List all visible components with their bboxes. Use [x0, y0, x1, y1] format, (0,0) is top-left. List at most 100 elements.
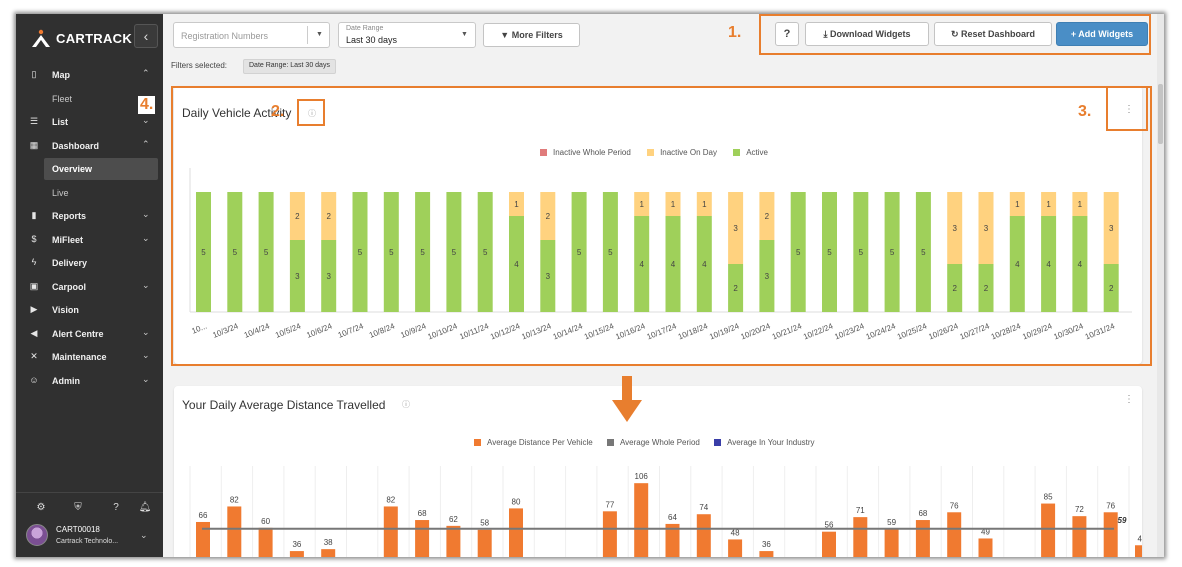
bar-segment-active[interactable]	[978, 264, 994, 312]
sidebar-subitem-fleet[interactable]: Fleet	[16, 88, 163, 110]
bar-segment-active[interactable]	[602, 192, 618, 312]
reset-dashboard-button[interactable]: ↻ Reset Dashboard	[934, 22, 1052, 46]
bar-average-distance[interactable]	[415, 520, 430, 557]
bar-average-distance[interactable]	[1135, 545, 1142, 557]
bar-average-distance[interactable]	[728, 539, 743, 557]
bar-average-distance[interactable]	[634, 483, 649, 557]
bar-segment-active[interactable]	[289, 240, 305, 312]
bar-average-distance[interactable]	[509, 508, 523, 557]
bar-segment-active[interactable]	[915, 192, 931, 312]
bar-average-distance[interactable]	[1103, 512, 1118, 557]
download-widgets-button[interactable]: ⤓ Download Widgets	[805, 22, 929, 46]
widget-menu-icon[interactable]: ⋮	[1124, 104, 1134, 115]
bar-average-distance[interactable]	[884, 528, 899, 557]
widget-menu-icon[interactable]: ⋮	[1124, 394, 1134, 405]
shield-icon[interactable]: ⛨	[74, 502, 82, 513]
scrollbar-thumb[interactable]	[1158, 84, 1163, 144]
bar-average-distance[interactable]	[227, 506, 242, 557]
bar-average-distance[interactable]	[978, 538, 993, 557]
bar-average-distance[interactable]	[446, 525, 461, 557]
sidebar-item-dashboard[interactable]: ▦ Dashboard ⌃	[16, 135, 163, 157]
bar-segment-inactive-on-day[interactable]	[1103, 192, 1119, 264]
sidebar-subitem-overview[interactable]: Overview	[44, 158, 158, 180]
bar-average-distance[interactable]	[1041, 503, 1056, 557]
bar-segment-active[interactable]	[571, 192, 587, 312]
chevron-down-icon[interactable]: ▼	[461, 31, 468, 38]
bar-segment-active[interactable]	[822, 192, 837, 312]
settings-icon[interactable]: ⚙	[36, 502, 46, 513]
sidebar-item-alert-centre[interactable]: ◀ Alert Centre ⌄	[16, 323, 163, 345]
chevron-down-icon[interactable]: ▼	[316, 31, 323, 38]
collapse-sidebar-button[interactable]: ‹	[134, 24, 158, 48]
bar-segment-active[interactable]	[728, 264, 744, 312]
bar-average-distance[interactable]	[696, 514, 711, 557]
bar-segment-active[interactable]	[540, 240, 556, 312]
bar-average-distance[interactable]	[602, 511, 617, 557]
bar-segment-active[interactable]	[196, 192, 211, 312]
scrollbar[interactable]	[1157, 14, 1164, 557]
bar-average-distance[interactable]	[915, 520, 930, 557]
sidebar-item-maintenance[interactable]: ✕ Maintenance ⌄	[16, 346, 163, 368]
bar-segment-inactive-on-day[interactable]	[634, 192, 650, 216]
bar-segment-inactive-on-day[interactable]	[1072, 192, 1088, 216]
bar-segment-active[interactable]	[477, 192, 493, 312]
chevron-down-icon[interactable]: ⌄	[140, 530, 148, 540]
sidebar-item-vision[interactable]: ▶ Vision	[16, 299, 163, 321]
bar-segment-active[interactable]	[415, 192, 431, 312]
bar-segment-active[interactable]	[790, 192, 806, 312]
legend-item[interactable]: Inactive On Day	[647, 148, 717, 157]
bar-average-distance[interactable]	[853, 517, 868, 557]
bar-average-distance[interactable]	[947, 512, 962, 557]
bar-segment-inactive-on-day[interactable]	[696, 192, 712, 216]
bar-segment-active[interactable]	[1009, 216, 1025, 312]
bar-segment-inactive-on-day[interactable]	[665, 192, 681, 216]
avatar[interactable]	[26, 524, 48, 546]
legend-item[interactable]: Active	[733, 148, 768, 157]
sidebar-item-admin[interactable]: ☺ Admin ⌄	[16, 370, 163, 392]
bar-segment-inactive-on-day[interactable]	[289, 192, 305, 240]
registration-select[interactable]: Registration Numbers ▼	[173, 22, 330, 48]
bar-average-distance[interactable]	[665, 523, 680, 557]
bar-segment-inactive-on-day[interactable]	[540, 192, 556, 240]
sidebar-item-carpool[interactable]: ▣ Carpool ⌄	[16, 276, 163, 298]
filter-chip[interactable]: Date Range: Last 30 days	[243, 59, 336, 74]
bar-average-distance[interactable]	[258, 527, 273, 557]
add-widgets-button[interactable]: + Add Widgets	[1056, 22, 1148, 46]
bar-average-distance[interactable]	[321, 549, 336, 557]
bar-segment-active[interactable]	[383, 192, 399, 312]
bar-average-distance[interactable]	[196, 521, 210, 557]
sidebar-item-map[interactable]: ▯ Map ⌃	[16, 64, 163, 86]
bar-segment-active[interactable]	[227, 192, 243, 312]
bar-segment-inactive-on-day[interactable]	[1041, 192, 1057, 216]
date-range-select[interactable]: Date Range Last 30 days ▼	[338, 22, 476, 48]
info-icon[interactable]: ⓘ	[308, 109, 316, 118]
bar-segment-active[interactable]	[1041, 216, 1057, 312]
legend-item[interactable]: Inactive Whole Period	[540, 148, 631, 157]
bar-segment-active[interactable]	[759, 240, 775, 312]
bar-segment-active[interactable]	[1072, 216, 1088, 312]
bar-average-distance[interactable]	[383, 506, 398, 557]
bar-segment-active[interactable]	[446, 192, 462, 312]
bar-segment-inactive-on-day[interactable]	[947, 192, 963, 264]
bar-segment-inactive-on-day[interactable]	[509, 192, 524, 216]
help-button[interactable]: ?	[775, 22, 799, 46]
bar-segment-inactive-on-day[interactable]	[759, 192, 775, 240]
bar-segment-inactive-on-day[interactable]	[1009, 192, 1025, 216]
help-icon[interactable]: ?	[113, 502, 119, 513]
legend-item[interactable]: Average Distance Per Vehicle	[474, 438, 593, 447]
sidebar-subitem-live[interactable]: Live	[16, 182, 163, 204]
bar-segment-active[interactable]	[947, 264, 963, 312]
bar-segment-inactive-on-day[interactable]	[321, 192, 337, 240]
sidebar-item-list[interactable]: ☰ List ⌄	[16, 111, 163, 133]
bar-average-distance[interactable]	[759, 551, 774, 557]
bar-segment-active[interactable]	[696, 216, 712, 312]
bar-average-distance[interactable]	[822, 531, 836, 557]
bar-average-distance[interactable]	[477, 529, 492, 557]
bar-segment-active[interactable]	[884, 192, 900, 312]
bar-segment-active[interactable]	[1103, 264, 1119, 312]
sidebar-item-delivery[interactable]: ϟ Delivery	[16, 252, 163, 274]
bar-segment-active[interactable]	[352, 192, 368, 312]
bar-average-distance[interactable]	[1072, 516, 1087, 557]
bar-segment-active[interactable]	[321, 240, 337, 312]
legend-item[interactable]: Average Whole Period	[606, 438, 700, 447]
